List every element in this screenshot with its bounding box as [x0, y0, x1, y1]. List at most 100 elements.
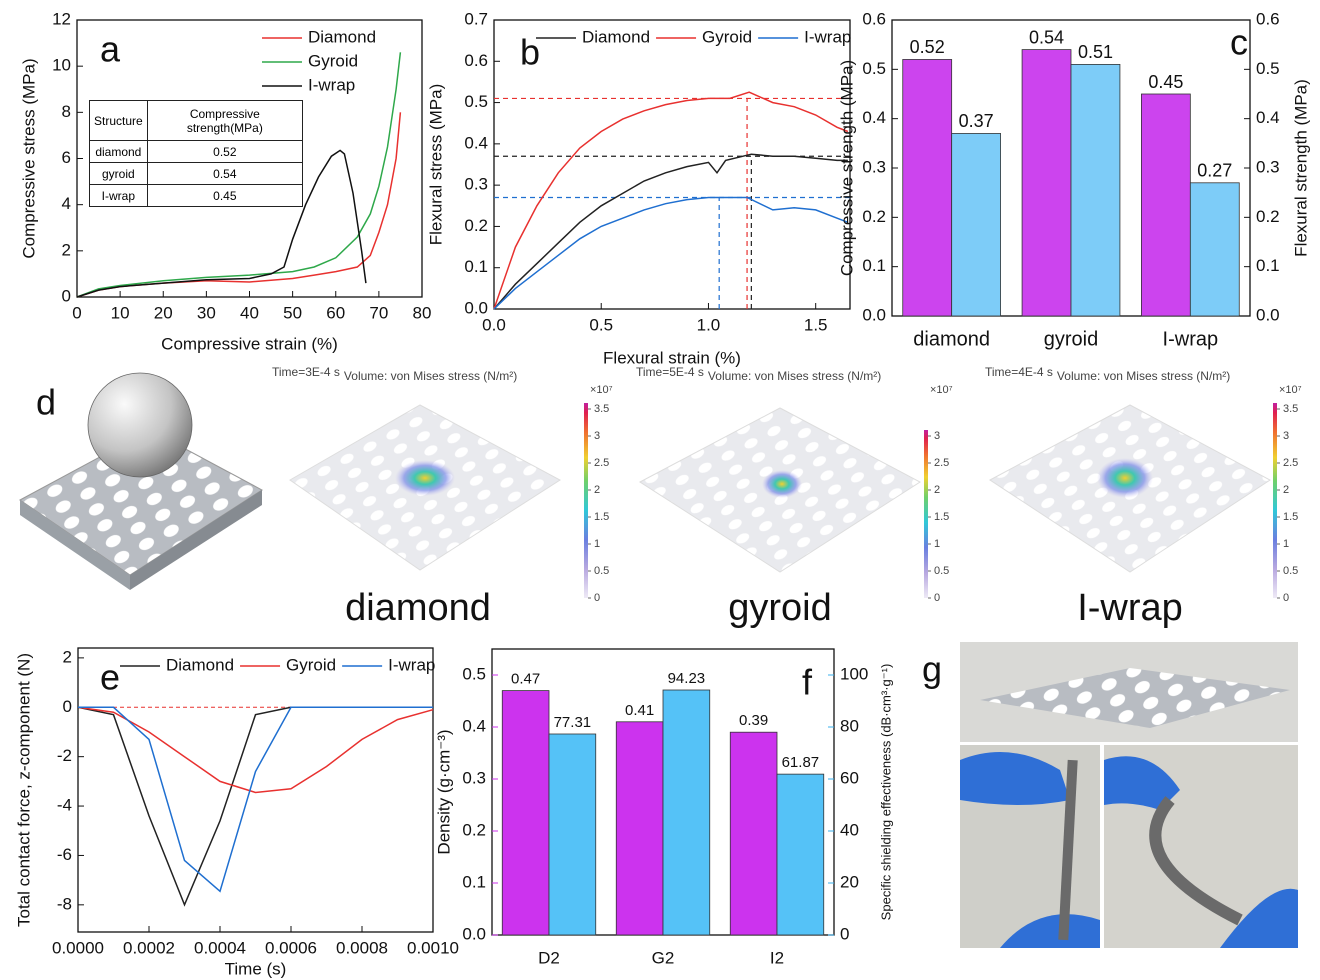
colorbar-tick-label: 1	[934, 538, 940, 550]
table-row: diamond 0.52	[89, 140, 304, 163]
y-tick-label: 2	[63, 647, 72, 666]
x-tick-label: 0.0002	[123, 938, 175, 957]
y2-tick-label: 0.4	[1256, 108, 1280, 127]
legend-label: I-wrap	[308, 75, 355, 94]
series-line	[77, 706, 434, 794]
x-tick-label: 0.0008	[336, 938, 388, 957]
series-line	[493, 153, 848, 310]
printed-part	[980, 668, 1290, 728]
panel-label: d	[36, 382, 56, 423]
colorbar-tick-label: 0.5	[594, 565, 609, 577]
y-tick-label: 0.2	[462, 820, 486, 839]
glove	[1000, 914, 1100, 948]
glove	[960, 752, 1070, 805]
colorbar-tick-label: 3.5	[1283, 403, 1298, 415]
panel-label: b	[520, 32, 540, 73]
bar-value-label: 0.41	[625, 702, 654, 719]
colorbar-tick-label: 0.5	[1283, 565, 1298, 577]
legend-label: Diamond	[166, 655, 234, 674]
y-tick-label: 0	[62, 286, 71, 305]
panel-label: c	[1230, 22, 1248, 63]
y-tick-label: 0.5	[862, 59, 886, 78]
y2-tick-label: 0.6	[1256, 9, 1280, 28]
y-tick-label: 0.4	[464, 133, 488, 152]
y-tick-label: 2	[62, 240, 71, 259]
series-line	[78, 706, 433, 893]
colorbar-tick-label: 1.5	[1283, 511, 1298, 523]
x-tick-label: 1.5	[804, 315, 828, 334]
stress-spot	[1097, 458, 1153, 498]
bar	[776, 773, 825, 936]
colorbar	[1273, 403, 1277, 598]
printed-strip	[1058, 759, 1078, 941]
y-tick-label: 0.3	[464, 175, 488, 194]
colorbar-tick-label: 0.5	[934, 565, 949, 577]
x-tick-label: 70	[369, 303, 388, 322]
bar-value-label: 0.51	[1078, 42, 1113, 62]
legend-label: Gyroid	[702, 27, 752, 46]
bar	[662, 689, 711, 936]
y-tick-label: 0.2	[862, 207, 886, 226]
bar-value-label: 0.47	[511, 671, 540, 688]
structure-label: diamond	[345, 587, 491, 629]
x-tick-label: D2	[538, 948, 560, 967]
y2-tick-label: 40	[840, 820, 859, 839]
colorbar-tick-label: 0	[594, 592, 600, 604]
colorbar-tick-label: 2.5	[1283, 457, 1298, 469]
table-row: Structure Compressive strength(MPa)	[89, 100, 304, 141]
stress-spot	[762, 470, 802, 498]
sim-time: Time=3E-4 s	[272, 365, 340, 379]
legend-label: I-wrap	[804, 27, 851, 46]
colorbar-tick-label: 2	[1283, 484, 1289, 496]
glove	[1104, 756, 1180, 810]
y-tick-label: 0.1	[862, 256, 886, 275]
y2-tick-label: 100	[840, 664, 868, 683]
y-tick-label: 0.1	[462, 872, 486, 891]
series-line	[493, 91, 849, 310]
series-line	[77, 706, 433, 907]
sim-time: Time=4E-4 s	[985, 365, 1053, 379]
bar	[729, 731, 778, 936]
y-tick-label: 0.1	[464, 257, 488, 276]
x-tick-label: 10	[111, 303, 130, 322]
bar	[615, 721, 664, 936]
y-tick-label: 12	[52, 9, 71, 28]
panel-label: e	[100, 657, 120, 698]
colorbar-tick-label: 1.5	[934, 511, 949, 523]
y-axis-title: Density (g·cm⁻³)	[434, 729, 453, 854]
bar-value-label: 77.31	[554, 714, 592, 731]
y2-tick-label: 60	[840, 768, 859, 787]
y-tick-label: 0.5	[462, 664, 486, 683]
table-cell: diamond	[89, 140, 148, 163]
x-tick-label: 30	[197, 303, 216, 322]
x-tick-label: 1.0	[697, 315, 721, 334]
colorbar-tick-label: 2	[934, 484, 940, 496]
y-tick-label: 0.0	[462, 924, 486, 943]
table-cell: 0.52	[146, 140, 304, 163]
table-row: gyroid 0.54	[89, 162, 304, 185]
y-tick-label: 6	[62, 148, 71, 167]
y2-tick-label: 0.2	[1256, 207, 1280, 226]
x-tick-label: 60	[326, 303, 345, 322]
sim-field: Volume: von Mises stress (N/m²)	[708, 369, 881, 383]
bar-value-label: 0.52	[910, 37, 945, 57]
bar	[548, 733, 597, 936]
colorbar-scale: ×10⁷	[930, 384, 953, 396]
lattice-side	[20, 500, 130, 590]
bar	[1189, 182, 1240, 317]
table-row: I-wrap 0.45	[89, 184, 304, 207]
y2-tick-label: 0.1	[1256, 256, 1280, 275]
colorbar-tick-label: 1	[1283, 538, 1289, 550]
bar-value-label: 94.23	[668, 670, 706, 687]
sim-time: Time=5E-4 s	[636, 365, 704, 379]
bar-value-label: 0.27	[1197, 161, 1232, 181]
panel-label: g	[922, 649, 942, 690]
bar-value-label: 0.39	[739, 712, 768, 729]
x-tick-label: 0.0000	[52, 938, 104, 957]
table-cell: Compressive strength(MPa)	[146, 100, 304, 141]
colorbar-tick-label: 1.5	[594, 511, 609, 523]
y2-axis-title: Specific shielding effectiveness (dB·cm³…	[878, 664, 893, 921]
legend-label: Gyroid	[286, 655, 336, 674]
table-cell: I-wrap	[89, 184, 148, 207]
panel-label: a	[100, 29, 121, 70]
